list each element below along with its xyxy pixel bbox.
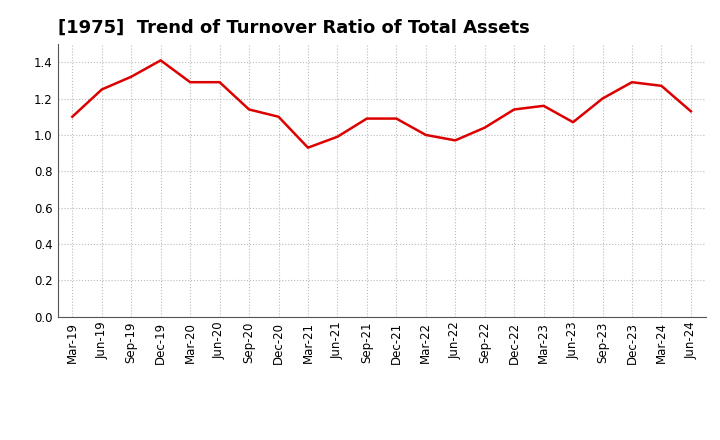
Text: [1975]  Trend of Turnover Ratio of Total Assets: [1975] Trend of Turnover Ratio of Total …	[58, 19, 529, 37]
